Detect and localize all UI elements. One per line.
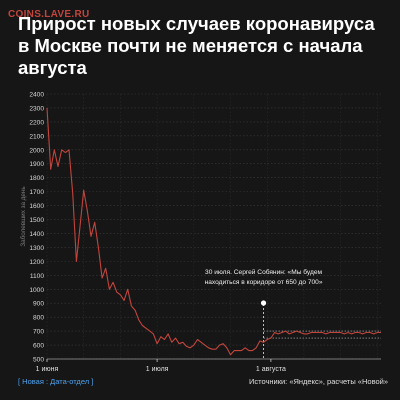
y-tick-label: 1200: [29, 259, 44, 266]
y-tick-label: 2200: [29, 119, 44, 126]
series-line-cases: [46, 107, 381, 356]
footer-sources: Источники: «Яндекс», расчеты «Новой»: [248, 377, 388, 386]
y-tick-label: 700: [33, 329, 44, 336]
y-tick-label: 600: [33, 343, 44, 350]
annotation-dot: [260, 300, 267, 306]
y-tick-label: 2400: [29, 92, 44, 99]
y-tick-label: 1000: [29, 287, 44, 294]
y-tick-label: 2100: [29, 133, 44, 140]
y-tick-label: 1700: [29, 189, 44, 196]
annotation-text-line-2: находиться в коридоре от 650 до 700»: [205, 279, 323, 286]
y-tick-label: 500: [33, 357, 44, 364]
chart-title: Прирост новых случаев коронавируса в Мос…: [18, 13, 375, 78]
y-tick-label: 1500: [29, 217, 44, 224]
x-tick-label: 1 августа: [256, 366, 286, 373]
y-tick-label: 900: [33, 301, 44, 308]
y-tick-label: 2000: [29, 147, 44, 154]
y-tick-label: 1100: [30, 273, 45, 280]
y-tick-label: 1900: [29, 161, 44, 168]
y-tick-label: 1600: [29, 203, 44, 210]
y-axis-label: Заболевших за день: [19, 186, 27, 247]
y-tick-label: 1800: [29, 175, 44, 182]
footer-credit[interactable]: [ Новая : Дата-отдел ]: [18, 377, 94, 386]
watermark: COINS.LAVE.RU: [8, 9, 90, 20]
annotation-text-line-1: 30 июля. Сергей Собянин: «Мы будем: [205, 268, 322, 276]
x-tick-label: 1 июля: [146, 366, 169, 373]
x-tick-label: 1 июня: [36, 366, 59, 373]
y-tick-label: 2300: [29, 105, 44, 112]
y-tick-label: 1300: [29, 245, 44, 252]
y-tick-label: 800: [33, 315, 44, 322]
y-tick-label: 1400: [29, 231, 44, 238]
